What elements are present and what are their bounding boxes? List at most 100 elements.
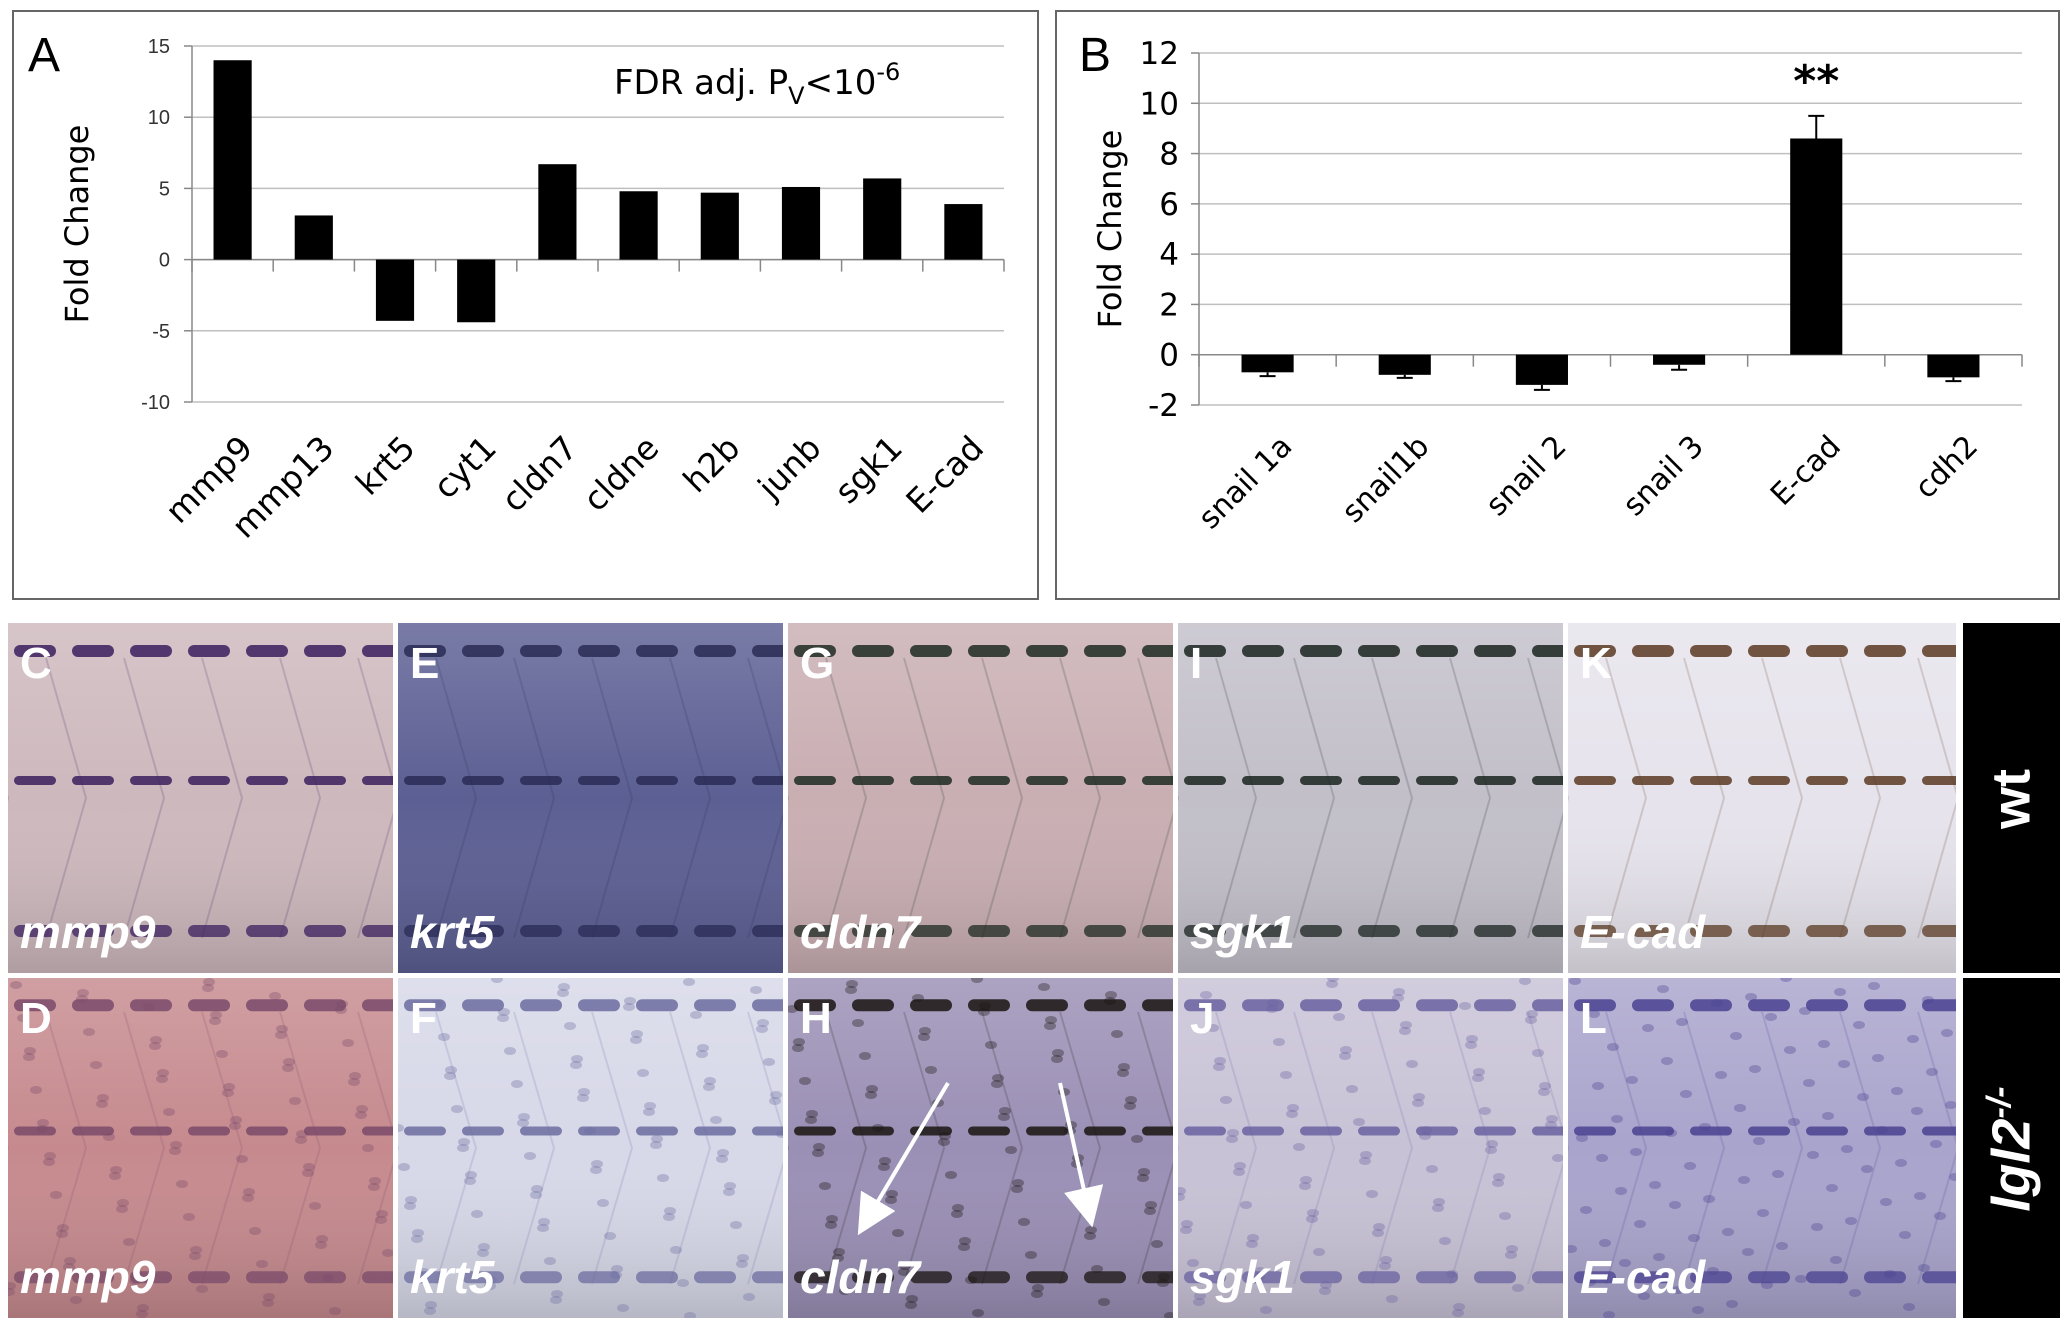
- chart-a-category-label: krt5: [348, 428, 423, 503]
- micrograph-image: [8, 978, 393, 1318]
- chart-b-category-label: snail 1a: [1192, 429, 1299, 536]
- chart-a-bar: [538, 164, 577, 260]
- chart-b-ytick-label: -2: [1148, 388, 1179, 424]
- micrograph-letter: J: [1190, 994, 1215, 1043]
- chart-b-significance: **: [1793, 56, 1839, 107]
- row-label-wt: wt: [1963, 623, 2060, 973]
- chart-b-bar: [1927, 354, 1980, 378]
- chart-b-ytick-label: 0: [1159, 338, 1179, 374]
- chart-a-ytick-label: 0: [159, 250, 170, 272]
- micrograph-gene-label: krt5: [410, 906, 495, 958]
- chart-b-category-label: snail 3: [1616, 429, 1710, 523]
- chart-b-category-label: E-cad: [1764, 429, 1848, 513]
- chart-b-bar: [1378, 354, 1431, 375]
- row-label-wt-text: wt: [1981, 769, 2042, 829]
- chart-a-bar: [213, 60, 252, 260]
- chart-b-bar: [1653, 354, 1706, 365]
- chart-a-annotation: FDR adj. PV<10-6: [614, 58, 900, 110]
- chart-a-bar: [375, 259, 415, 321]
- chart-a-bar: [781, 186, 821, 260]
- chart-b-bar: [1515, 354, 1568, 385]
- chart-a-bar: [619, 191, 658, 260]
- micrograph-image: [1568, 623, 1956, 973]
- micrograph-image: [398, 978, 783, 1318]
- chart-b-bar: [1790, 138, 1843, 355]
- panel-b-chart: -2 0 2 4 6 8 10 12 snail 1a snail1b snail 2 snail 3…: [1091, 36, 2023, 536]
- row-label-lgl2: lgl2-/-: [1963, 978, 2060, 1318]
- micrograph-letter: C: [20, 639, 52, 688]
- chart-b-ytick-label: 6: [1159, 187, 1179, 223]
- chart-b-category-label: snail1b: [1335, 429, 1436, 530]
- row-label-lgl2-main: lgl2: [1981, 1118, 2042, 1212]
- micrograph-image: [788, 978, 1173, 1318]
- micrograph-k: K E-cad: [1568, 623, 1956, 973]
- micrograph-letter: F: [410, 994, 437, 1043]
- micrograph-letter: G: [800, 639, 835, 688]
- micrograph-gene-label: mmp9: [20, 1251, 156, 1303]
- micrograph-gene-label: cldn7: [800, 906, 921, 958]
- chart-b-ytick-label: 10: [1140, 86, 1179, 122]
- chart-a-category-label: E-cad: [898, 428, 991, 521]
- chart-b-ytick-label: 8: [1159, 137, 1179, 173]
- panel-a-box: -10 -5 0 5 10 15 mmp9 mmp13 krt5 cyt1 cldn7 cldne h2…: [12, 10, 1039, 600]
- chart-a-bar: [700, 192, 739, 260]
- chart-b-ytick-label: 4: [1159, 237, 1179, 273]
- arrow-icon: [857, 1081, 1104, 1236]
- chart-b-ytick-label: 12: [1140, 36, 1179, 72]
- micrograph-gene-label: mmp9: [20, 906, 156, 958]
- micrograph-gene-label: sgk1: [1190, 1251, 1295, 1303]
- micrograph-gene-label: E-cad: [1580, 906, 1706, 958]
- micrograph-letter: D: [20, 994, 52, 1043]
- chart-b-category-label: cdh2: [1908, 429, 1985, 506]
- micrograph-gene-label: krt5: [410, 1251, 495, 1303]
- chart-a-ylabel: Fold Change: [58, 125, 96, 324]
- chart-b-category-label: snail 2: [1479, 429, 1573, 523]
- micrograph-letter: K: [1580, 639, 1612, 688]
- micrograph-letter: H: [800, 994, 832, 1043]
- micrograph-image: [8, 623, 393, 973]
- micrograph-image: [1178, 623, 1563, 973]
- chart-a-ytick-label: 15: [148, 36, 170, 58]
- micrograph-letter: I: [1190, 639, 1203, 688]
- panel-a-letter: A: [28, 29, 61, 82]
- chart-b-ylabel: Fold Change: [1091, 130, 1129, 329]
- panel-b-letter: B: [1079, 29, 1112, 82]
- chart-a-bar: [863, 178, 902, 260]
- chart-a-ytick-label: -5: [152, 321, 170, 343]
- micrograph-gene-label: E-cad: [1580, 1251, 1706, 1303]
- micrograph-image: [788, 623, 1173, 973]
- panel-b-box: -2 0 2 4 6 8 10 12 snail 1a snail1b snail 2 snail 3…: [1055, 10, 2060, 600]
- chart-a-category-label: cldn7: [494, 428, 585, 519]
- row-label-lgl2-sup: -/-: [1980, 1086, 2019, 1119]
- chart-a-category-label: sgk1: [827, 428, 910, 511]
- chart-a-bar: [944, 204, 983, 260]
- chart-a-category-label: cldne: [575, 428, 666, 519]
- chart-b-ytick-label: 2: [1159, 287, 1179, 323]
- chart-a-category-label: cyt1: [426, 428, 504, 506]
- chart-b-bar: [1241, 354, 1294, 373]
- micrograph-letter: L: [1580, 994, 1607, 1043]
- chart-a-ytick-label: -10: [141, 392, 170, 414]
- micrograph-l: L E-cad: [1568, 978, 1956, 1318]
- chart-a-category-label: junb: [749, 428, 828, 507]
- micrograph-letter: E: [410, 639, 440, 688]
- chart-a-bar: [294, 215, 333, 260]
- micrograph-gene-label: cldn7: [800, 1251, 921, 1303]
- micrograph-gene-label: sgk1: [1190, 906, 1295, 958]
- chart-a-ytick-label: 10: [148, 107, 170, 129]
- micrograph-image: [398, 623, 783, 973]
- micrograph-image: [1178, 978, 1563, 1318]
- chart-a-bar: [457, 259, 496, 323]
- chart-a-category-label: h2b: [675, 428, 747, 500]
- micrograph-image: [1568, 978, 1956, 1318]
- chart-a-ytick-label: 5: [159, 178, 170, 200]
